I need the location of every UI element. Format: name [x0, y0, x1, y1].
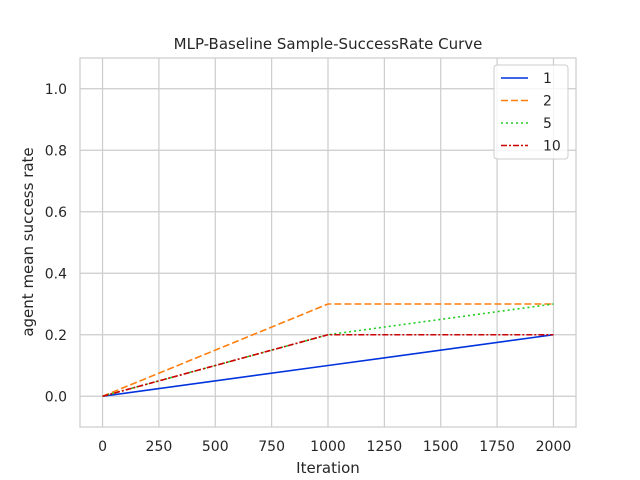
x-tick-label: 250 [146, 439, 173, 455]
legend-label-10: 10 [543, 139, 561, 155]
series-line-1 [102, 333, 554, 398]
x-tick-label: 0 [98, 439, 107, 455]
y-tick-label: 1.0 [45, 82, 67, 98]
y-tick-label: 0.2 [45, 328, 67, 344]
y-tick-label: 0.6 [45, 205, 67, 221]
legend-box [493, 64, 569, 160]
y-tick-label: 0.0 [45, 389, 67, 405]
y-tick-label: 0.8 [45, 143, 67, 159]
x-tick-label: 2000 [536, 439, 572, 455]
x-axis-title: Iteration [296, 459, 360, 477]
chart-title: MLP-Baseline Sample-SuccessRate Curve [174, 35, 483, 53]
x-tick-label: 500 [202, 439, 229, 455]
series-line-5 [102, 303, 554, 398]
x-tick-label: 1250 [367, 439, 403, 455]
legend-label-5: 5 [543, 116, 552, 132]
series-line-10 [102, 333, 554, 398]
series-lines [102, 303, 554, 398]
legend: 1 2 5 10 [493, 64, 569, 160]
tick-labels: 0 250 500 750 1000 1250 1500 1750 2000 0.0 0.2 0.4 0… [45, 82, 572, 455]
y-tick-label: 0.4 [45, 266, 67, 282]
x-tick-label: 750 [258, 439, 285, 455]
x-tick-label: 1000 [310, 439, 346, 455]
x-tick-label: 1750 [479, 439, 515, 455]
series-line-2 [102, 303, 554, 397]
x-tick-label: 1500 [423, 439, 459, 455]
legend-label-2: 2 [543, 94, 552, 110]
y-axis-title: agent mean success rate [19, 147, 37, 336]
legend-label-1: 1 [543, 71, 552, 87]
